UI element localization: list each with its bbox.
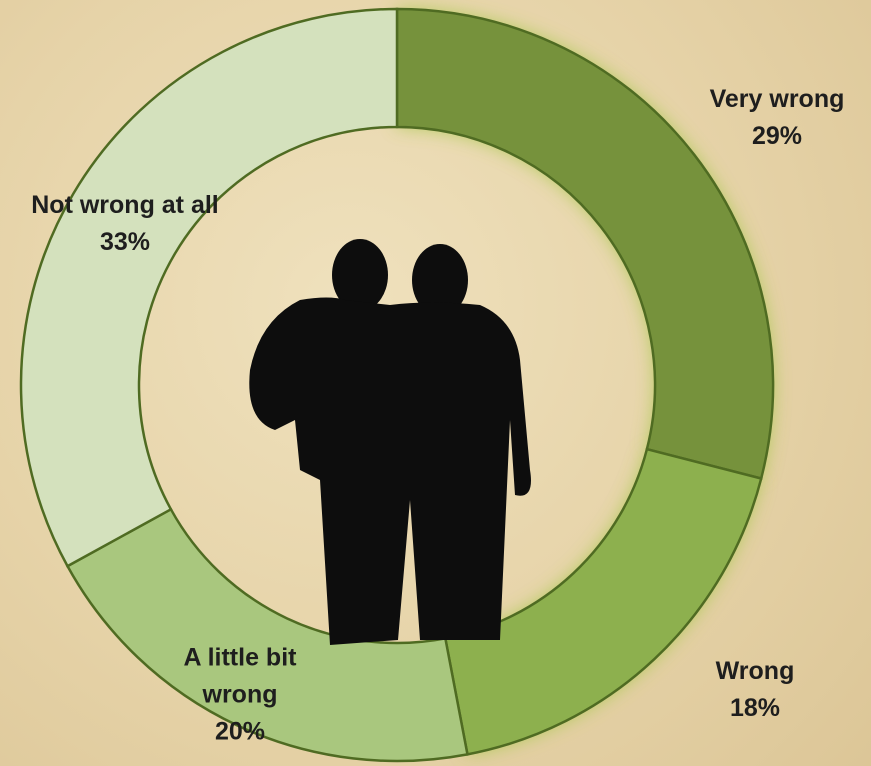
category-label: A little bit wrong: [145, 640, 335, 714]
category-label: Wrong: [680, 653, 830, 690]
value-label: 33%: [10, 224, 240, 261]
category-label: Not wrong at all: [10, 187, 240, 224]
value-label: 18%: [680, 690, 830, 727]
category-label: Very wrong: [677, 81, 871, 118]
value-label: 29%: [677, 118, 871, 155]
value-label: 20%: [145, 714, 335, 751]
silhouette: [249, 239, 531, 645]
page: Very wrong29%Wrong18%A little bit wrong2…: [0, 0, 871, 766]
